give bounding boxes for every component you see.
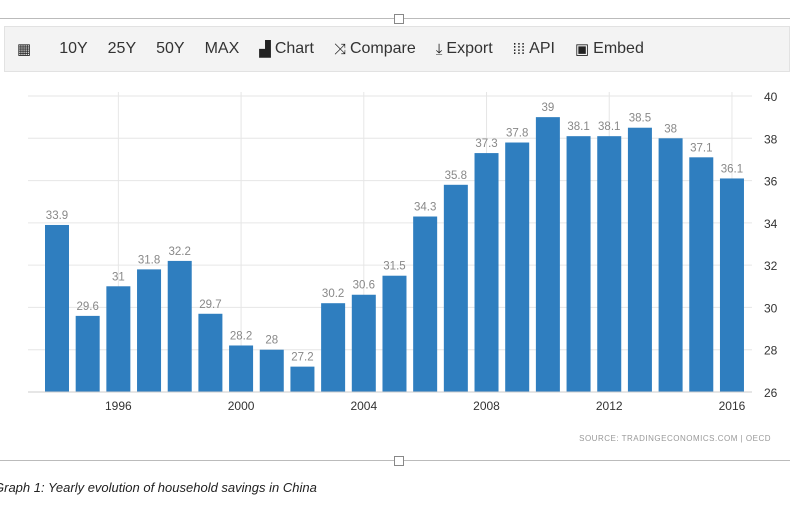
bar-2005 bbox=[382, 275, 407, 392]
image-icon: ▣ bbox=[574, 41, 590, 58]
bar-chart: 26 28 30 32 34 36 38 40 1996 2000 2004 2008 2012 2016… bbox=[28, 90, 778, 443]
chart-label: Chart bbox=[274, 40, 314, 57]
calendar-icon: ▦ bbox=[17, 41, 32, 58]
data-label: 34.3 bbox=[414, 202, 436, 214]
range-50y-button[interactable]: 50Y bbox=[156, 40, 184, 58]
bar-2003 bbox=[321, 303, 346, 392]
shuffle-icon: ⤨ bbox=[333, 40, 346, 58]
range-50y-label: 50Y bbox=[156, 40, 185, 57]
bar-1997 bbox=[137, 269, 162, 392]
bar-2014 bbox=[658, 138, 683, 392]
bar-1994 bbox=[45, 224, 69, 392]
bar-2009 bbox=[505, 142, 530, 392]
download-icon: ⤓ bbox=[435, 40, 443, 58]
api-button[interactable]: ⁞⁞⁞ API bbox=[513, 40, 555, 58]
y-tick-label: 28 bbox=[764, 344, 778, 358]
resize-handle-bottom[interactable] bbox=[394, 456, 404, 466]
bar-2010 bbox=[535, 117, 560, 392]
range-10y-button[interactable]: 10Y bbox=[59, 40, 87, 58]
range-25y-button[interactable]: 25Y bbox=[108, 40, 136, 58]
data-label: 39 bbox=[541, 102, 554, 114]
bar-2004 bbox=[351, 294, 376, 392]
y-tick-label: 30 bbox=[764, 301, 778, 315]
data-label: 31.8 bbox=[138, 254, 160, 266]
bar-chart-icon: ▟ bbox=[259, 41, 271, 58]
bar-2008 bbox=[474, 153, 499, 392]
bar-2013 bbox=[627, 127, 652, 392]
bar-2006 bbox=[413, 216, 438, 392]
bar-1995 bbox=[75, 315, 100, 392]
bar-2000 bbox=[229, 345, 254, 392]
data-label: 38.1 bbox=[598, 121, 620, 133]
data-label: 29.6 bbox=[76, 301, 98, 313]
bar-2015 bbox=[689, 157, 714, 392]
export-label: Export bbox=[446, 40, 493, 57]
api-label: API bbox=[529, 40, 555, 57]
bar-2012 bbox=[597, 136, 622, 392]
x-tick-label: 2000 bbox=[228, 399, 255, 413]
range-10y-label: 10Y bbox=[59, 40, 88, 57]
data-label: 38.1 bbox=[567, 121, 589, 133]
y-tick-label: 34 bbox=[764, 217, 778, 231]
embed-label: Embed bbox=[593, 40, 644, 57]
bar-2002 bbox=[290, 366, 315, 392]
calendar-button[interactable]: ▦ bbox=[17, 40, 35, 58]
bar-2001 bbox=[259, 349, 284, 392]
y-tick-label: 36 bbox=[764, 175, 778, 189]
compare-button[interactable]: ⤨ Compare bbox=[334, 40, 416, 58]
y-tick-label: 40 bbox=[764, 90, 778, 104]
data-label: 28 bbox=[265, 335, 278, 347]
data-label: 30.6 bbox=[353, 280, 375, 292]
y-tick-label: 32 bbox=[764, 259, 778, 273]
bar-2016 bbox=[719, 178, 744, 392]
y-tick-label: 38 bbox=[764, 132, 778, 146]
data-label: 28.2 bbox=[230, 330, 252, 342]
data-label: 38 bbox=[664, 123, 677, 135]
export-button[interactable]: ⤓ Export bbox=[436, 40, 493, 58]
resize-handle-top[interactable] bbox=[394, 14, 404, 24]
x-tick-label: 2004 bbox=[350, 399, 377, 413]
data-label: 31.5 bbox=[383, 261, 405, 273]
grid-icon: ⁞⁞⁞ bbox=[512, 40, 526, 58]
data-label: 32.2 bbox=[169, 246, 191, 258]
x-tick-label: 2008 bbox=[473, 399, 500, 413]
data-label: 37.3 bbox=[475, 138, 497, 150]
data-label: 35.8 bbox=[445, 170, 467, 182]
data-label: 30.2 bbox=[322, 288, 344, 300]
y-tick-label: 26 bbox=[764, 386, 778, 400]
range-max-label: MAX bbox=[204, 40, 240, 57]
embed-button[interactable]: ▣ Embed bbox=[575, 40, 644, 58]
data-label: 37.8 bbox=[506, 128, 528, 140]
chart-button[interactable]: ▟ Chart bbox=[259, 40, 314, 58]
figure-caption: Graph 1: Yearly evolution of household s… bbox=[0, 480, 317, 495]
chart-toolbar: ▦ 10Y 25Y 50Y MAX ▟ Chart ⤨ Compare ⤓ Expor… bbox=[4, 26, 790, 72]
source-note: SOURCE: TRADINGECONOMICS.COM | OECD bbox=[579, 434, 771, 443]
bar-2011 bbox=[566, 136, 591, 392]
x-tick-label: 1996 bbox=[105, 399, 132, 413]
x-tick-label: 2012 bbox=[596, 399, 623, 413]
bar-1999 bbox=[198, 313, 223, 392]
data-label: 33.9 bbox=[46, 210, 68, 222]
compare-label: Compare bbox=[349, 40, 416, 57]
x-tick-label: 2016 bbox=[719, 399, 746, 413]
data-label: 31 bbox=[112, 271, 125, 283]
range-max-button[interactable]: MAX bbox=[205, 40, 240, 58]
data-label: 29.7 bbox=[199, 299, 221, 311]
data-label: 27.2 bbox=[291, 352, 313, 364]
bar-2007 bbox=[443, 184, 468, 392]
data-label: 38.5 bbox=[629, 113, 651, 125]
data-label: 36.1 bbox=[721, 163, 743, 175]
bar-1998 bbox=[167, 260, 192, 392]
data-label: 37.1 bbox=[690, 142, 712, 154]
bar-1996 bbox=[106, 286, 131, 392]
range-25y-label: 25Y bbox=[107, 40, 137, 57]
